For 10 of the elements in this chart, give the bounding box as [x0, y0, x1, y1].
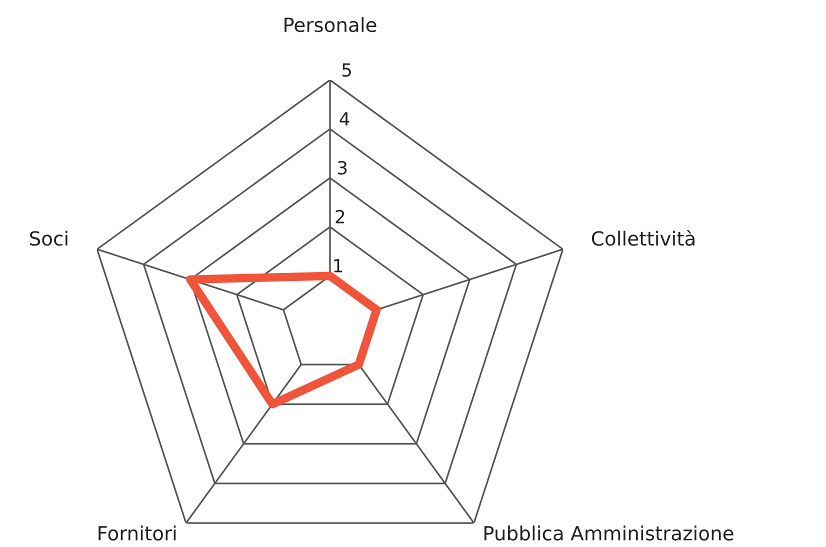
y-tick-label: 2: [336, 210, 344, 224]
spoke-label: Pubblica Amministrazione: [484, 526, 734, 541]
spoke-label: Fornitori: [98, 526, 176, 541]
spoke-label: Collettività: [592, 230, 694, 246]
spoke-label: Personale: [284, 17, 376, 32]
y-tick-label: 1: [334, 259, 342, 272]
y-tick-label: 5: [342, 63, 351, 77]
y-tick-label: 4: [340, 112, 350, 126]
spoke-label: Soci: [30, 230, 68, 246]
y-tick-label: 3: [338, 160, 347, 175]
